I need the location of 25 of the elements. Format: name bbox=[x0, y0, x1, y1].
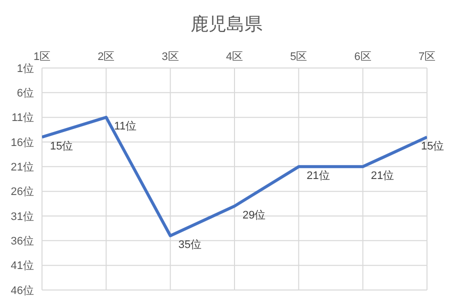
data-label: 21位 bbox=[306, 170, 330, 182]
x-tick-label: 6区 bbox=[354, 51, 372, 63]
y-tick-label: 1位 bbox=[16, 62, 34, 75]
data-label: 29位 bbox=[242, 209, 266, 222]
y-tick-label: 41位 bbox=[10, 260, 34, 272]
x-tick-label: 4区 bbox=[226, 51, 244, 63]
chart-title: 鹿児島県 bbox=[190, 13, 264, 36]
data-label: 15位 bbox=[50, 140, 74, 152]
y-tick-label: 21位 bbox=[10, 162, 34, 174]
data-label: 15位 bbox=[421, 140, 444, 152]
x-tick-label: 5区 bbox=[290, 51, 308, 63]
y-tick-label: 36位 bbox=[10, 236, 34, 248]
data-label: 21位 bbox=[370, 170, 394, 182]
x-tick-label: 3区 bbox=[162, 51, 179, 63]
x-tick-label: 1区 bbox=[33, 51, 51, 63]
y-tick-label: 26位 bbox=[10, 186, 34, 198]
y-tick-label: 6位 bbox=[16, 88, 34, 100]
y-tick-label: 46位 bbox=[10, 284, 34, 297]
y-tick-label: 11位 bbox=[12, 112, 34, 124]
x-tick-label: 2区 bbox=[98, 51, 115, 63]
y-tick-label: 16位 bbox=[10, 136, 34, 149]
y-tick-label: 31位 bbox=[10, 210, 34, 223]
data-label: 35位 bbox=[178, 238, 202, 251]
data-label: 11位 bbox=[114, 120, 137, 133]
x-tick-label: 7区 bbox=[418, 51, 436, 63]
